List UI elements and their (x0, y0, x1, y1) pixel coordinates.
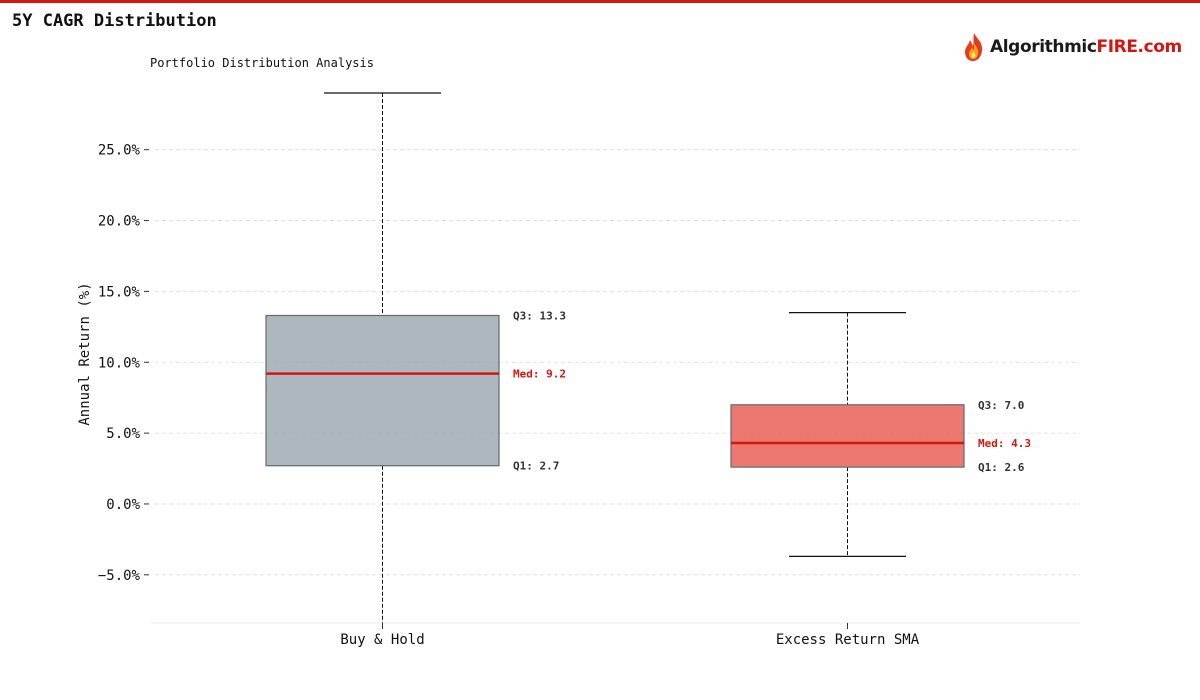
y-tick-label: −5.0% (98, 568, 141, 584)
y-tick-label: 0.0% (106, 497, 140, 513)
median-label: Med: 9.2 (513, 368, 566, 381)
q1-label: Q1: 2.6 (978, 461, 1025, 474)
y-axis-label: Annual Return (%) (77, 282, 93, 425)
page-title: 5Y CAGR Distribution (12, 11, 217, 31)
x-axis: Buy & Hold Excess Return SMA (150, 622, 1080, 648)
brand-logo[interactable]: AlgorithmicFIRE.com (960, 31, 1182, 63)
top-accent-bar (0, 0, 1200, 3)
q3-label: Q3: 7.0 (978, 399, 1024, 412)
y-tick-label: 5.0% (106, 426, 140, 442)
logo-text: AlgorithmicFIRE.com (990, 37, 1182, 57)
y-tick-label: 20.0% (98, 214, 141, 230)
y-tick-label: 15.0% (98, 284, 141, 300)
box-excess-return-sma: Q3: 7.0 Med: 4.3 Q1: 2.6 (730, 312, 1031, 557)
y-tick-label: 10.0% (98, 355, 141, 371)
y-axis: −5.0% 0.0% 5.0% 10.0% 15.0% 20.0% 25.0% (98, 143, 149, 584)
q3-label: Q3: 13.3 (513, 309, 566, 322)
chart-title: Portfolio Distribution Analysis (150, 56, 374, 70)
median-label: Med: 4.3 (978, 437, 1031, 450)
box-buy-and-hold: Q3: 13.3 Med: 9.2 Q1: 2.7 (265, 92, 566, 623)
y-tick-label: 25.0% (98, 143, 141, 159)
x-tick-label: Buy & Hold (340, 632, 424, 648)
boxes: Q3: 13.3 Med: 9.2 Q1: 2.7 Q3: 7.0 Med: 4.3 Q1… (265, 92, 1031, 623)
q1-label: Q1: 2.7 (513, 460, 559, 473)
x-tick-label: Excess Return SMA (776, 632, 920, 648)
flame-icon (965, 33, 983, 61)
iqr-box (730, 404, 965, 468)
iqr-box (265, 314, 500, 467)
